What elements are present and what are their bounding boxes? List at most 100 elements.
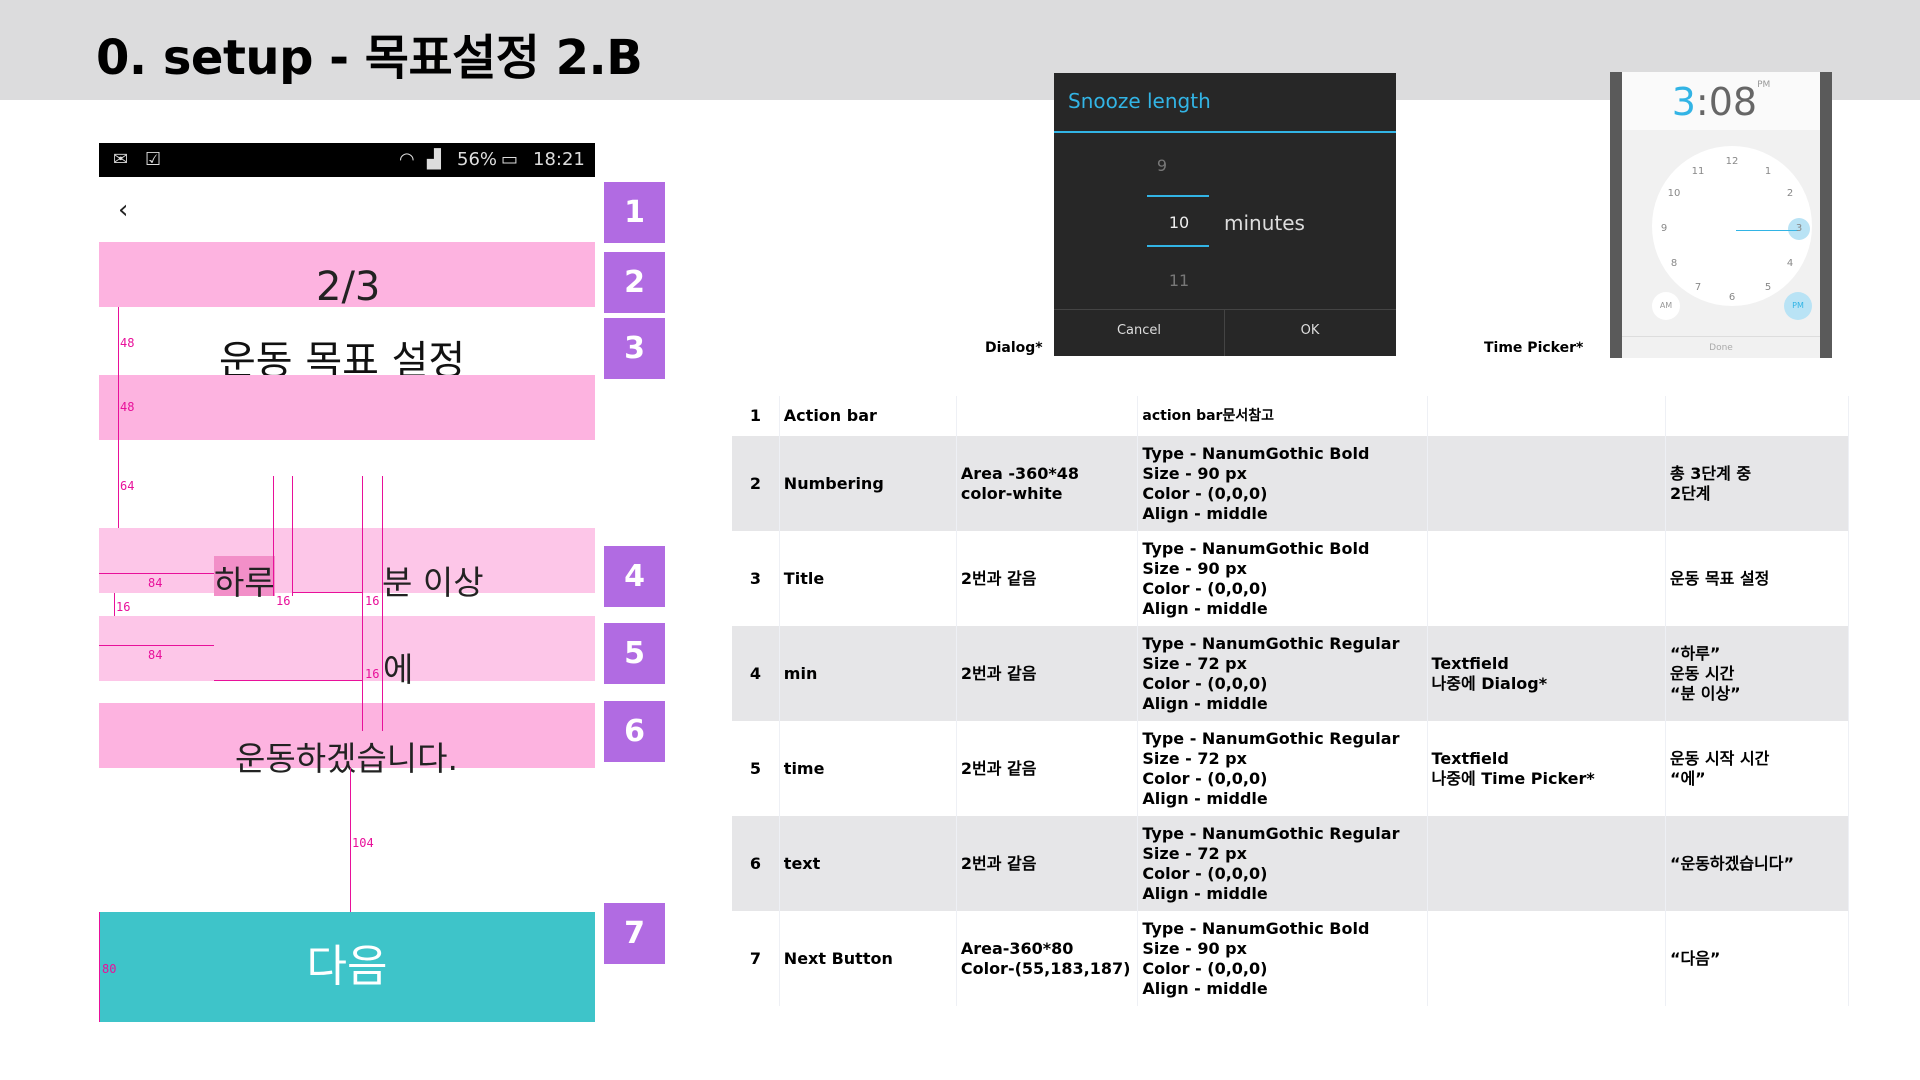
spec-area — [956, 396, 1139, 436]
spec-row: 2 Numbering Area -360*48 color-white Type - … — [732, 436, 1850, 531]
spec-text: “하루” 운동 시간 “분 이상” — [1665, 626, 1850, 721]
done-button[interactable]: Done — [1622, 336, 1820, 353]
clock-number[interactable]: 9 — [1660, 223, 1668, 234]
spec-text: 운동 목표 설정 — [1665, 531, 1850, 626]
snooze-dialog: Snooze length 9 10 11 minutes Cancel OK — [1054, 73, 1396, 356]
next-button[interactable]: 다음 — [99, 912, 595, 1022]
clock-number[interactable]: 3 — [1795, 223, 1803, 234]
guide-label: 16 — [365, 594, 380, 608]
time-picker-panel: 3:08PM 12 1 2 3 4 5 6 7 8 9 10 11 AM PM … — [1622, 72, 1820, 358]
min-row[interactable] — [99, 528, 595, 593]
time-picker-minute[interactable]: 08 — [1708, 80, 1758, 124]
guide-label: 48 — [120, 336, 135, 350]
spec-table-body: 1 Action bar action bar문서참고 2 Numbering Area … — [732, 396, 1850, 1006]
time-picker-caption: Time Picker* — [1484, 340, 1584, 356]
spec-row: 7 Next Button Area-360*80 Color-(55,183,187… — [732, 911, 1850, 1006]
clock-number[interactable]: 11 — [1691, 166, 1705, 177]
marker-2: 2 — [604, 252, 665, 313]
picker-value-selected[interactable]: 10 — [1168, 213, 1190, 232]
spec-row: 1 Action bar action bar문서참고 — [732, 396, 1850, 436]
numbering-band — [99, 242, 595, 307]
clock-number[interactable]: 1 — [1764, 166, 1772, 177]
cancel-button[interactable]: Cancel — [1116, 323, 1162, 338]
spec-area: 2번과 같음 — [956, 721, 1139, 816]
battery-icon: ▭ — [501, 149, 519, 170]
spec-style: Type - NanumGothic Bold Size - 90 px Color… — [1137, 531, 1428, 626]
clock-number[interactable]: 10 — [1667, 188, 1681, 199]
guide-line — [99, 645, 214, 646]
guide-line — [99, 912, 100, 1022]
picker-value-next[interactable]: 11 — [1168, 271, 1190, 290]
guide-label: 80 — [102, 962, 117, 976]
pm-button[interactable]: PM — [1784, 292, 1812, 320]
clock-number[interactable]: 12 — [1725, 156, 1739, 167]
picker-unit: minutes — [1224, 211, 1305, 235]
guide-label: 84 — [148, 576, 163, 590]
spec-row: 6 text 2번과 같음 Type - NanumGothic Regular Siz… — [732, 816, 1850, 911]
spec-row: 4 min 2번과 같음 Type - NanumGothic Regular Size… — [732, 626, 1850, 721]
spec-text: 운동 시작 시간 “에” — [1665, 721, 1850, 816]
dialog-caption: Dialog* — [985, 340, 1043, 356]
spec-number: 3 — [732, 531, 780, 626]
picker-value-prev[interactable]: 9 — [1156, 156, 1168, 175]
guide-line — [118, 307, 119, 528]
spec-number: 2 — [732, 436, 780, 531]
spec-note — [1427, 436, 1666, 531]
back-button[interactable]: ‹ — [118, 195, 129, 225]
spec-style: Type - NanumGothic Regular Size - 72 px Co… — [1137, 816, 1428, 911]
time-picker-hour[interactable]: 3 — [1671, 80, 1696, 124]
marker-4: 4 — [604, 546, 665, 607]
clock-number[interactable]: 8 — [1670, 258, 1678, 269]
min-input[interactable]: 하루 — [214, 556, 275, 602]
spec-style: Type - NanumGothic Bold Size - 90 px Color… — [1137, 436, 1428, 531]
clock-number[interactable]: 5 — [1764, 282, 1772, 293]
marker-1: 1 — [604, 182, 665, 243]
clock-number[interactable]: 2 — [1786, 188, 1794, 199]
spec-style: Type - NanumGothic Regular Size - 72 px Co… — [1137, 721, 1428, 816]
spec-table: 1 Action bar action bar문서참고 2 Numbering Area … — [732, 396, 1850, 1006]
spec-name: Numbering — [779, 436, 957, 531]
marker-5: 5 — [604, 623, 665, 684]
spec-text — [1665, 396, 1850, 436]
dialog-divider — [1054, 131, 1396, 133]
guide-line — [350, 768, 351, 912]
spec-note: Textfield 나중에 Dialog* — [1427, 626, 1666, 721]
mail-icon: ✉ — [113, 149, 129, 170]
guide-line — [214, 680, 362, 681]
clock-number[interactable]: 4 — [1786, 258, 1794, 269]
time-row[interactable] — [99, 616, 595, 681]
spec-name: text — [779, 816, 957, 911]
inbox-icon: ☑ — [145, 149, 162, 170]
guide-label: 84 — [148, 648, 163, 662]
clock-selection — [1788, 218, 1810, 240]
ok-button[interactable]: OK — [1300, 323, 1320, 338]
clock-number[interactable]: 7 — [1694, 282, 1702, 293]
spec-number: 1 — [732, 396, 780, 436]
spec-area: 2번과 같음 — [956, 531, 1139, 626]
wifi-icon: ◠ — [399, 149, 415, 170]
time-suffix: 에 — [383, 650, 414, 689]
dialog-divider — [1054, 309, 1396, 310]
spec-area: Area -360*48 color-white — [956, 436, 1139, 531]
clock-number[interactable]: 6 — [1728, 292, 1736, 303]
spec-row: 5 time 2번과 같음 Type - NanumGothic Regular Siz… — [732, 721, 1850, 816]
time-picker-ampm: PM — [1757, 80, 1771, 90]
text-band — [99, 703, 595, 768]
battery-percent: 56% — [457, 149, 498, 170]
marker-7: 7 — [604, 903, 665, 964]
time-picker-header — [1622, 72, 1820, 130]
spec-area: 2번과 같음 — [956, 816, 1139, 911]
spec-number: 7 — [732, 911, 780, 1006]
guide-label: 48 — [120, 400, 135, 414]
spec-name: Action bar — [779, 396, 957, 436]
spec-note — [1427, 531, 1666, 626]
clock-face[interactable]: 12 1 2 3 4 5 6 7 8 9 10 11 — [1652, 146, 1812, 306]
page-title: 0. setup - 목표설정 2.B — [96, 30, 643, 86]
time-picker: 3:08PM 12 1 2 3 4 5 6 7 8 9 10 11 AM PM … — [1610, 72, 1832, 358]
guide-label: 104 — [352, 836, 374, 850]
am-button[interactable]: AM — [1652, 292, 1680, 320]
spec-style: Type - NanumGothic Bold Size - 90 px Color… — [1137, 911, 1428, 1006]
status-time: 18:21 — [533, 149, 585, 170]
spec-number: 4 — [732, 626, 780, 721]
time-picker-readout: 3:08PM — [1622, 80, 1820, 124]
